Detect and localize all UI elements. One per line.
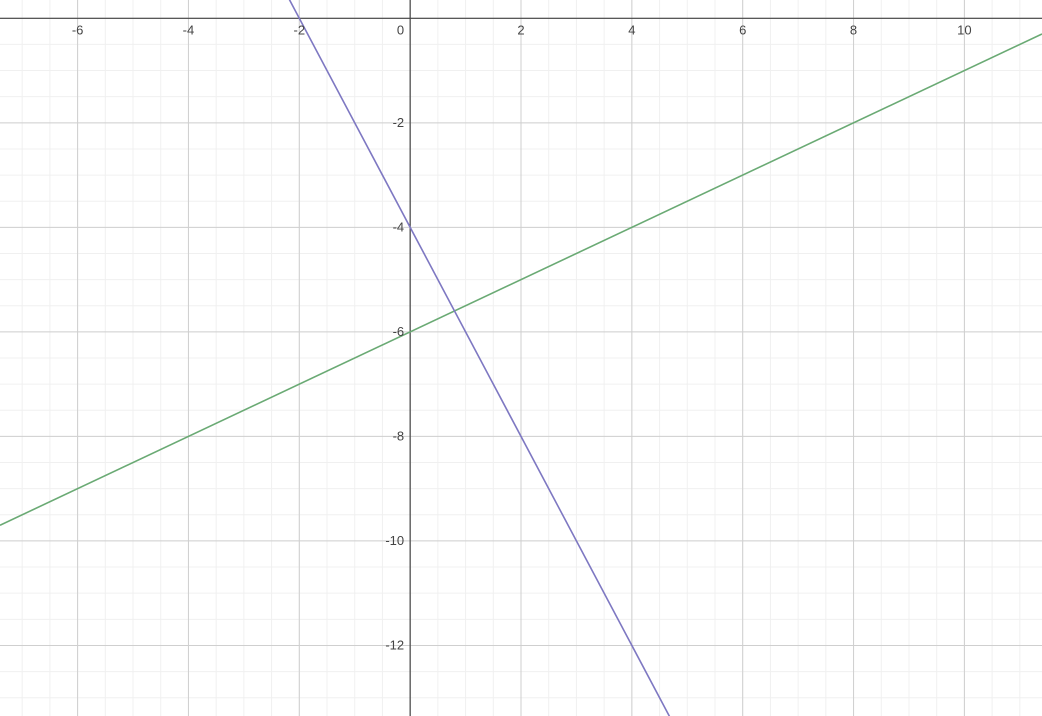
x-tick-label: 8 — [850, 22, 857, 37]
y-tick-label: -12 — [385, 637, 404, 652]
y-tick-label: -8 — [393, 428, 405, 443]
x-tick-label: 2 — [517, 22, 524, 37]
y-tick-label: -2 — [393, 115, 405, 130]
x-tick-label: 10 — [957, 22, 971, 37]
x-tick-label: 6 — [739, 22, 746, 37]
x-tick-label: -4 — [183, 22, 195, 37]
x-tick-label: 4 — [628, 22, 635, 37]
y-tick-label: -4 — [393, 219, 405, 234]
x-tick-label: 0 — [397, 22, 404, 37]
coordinate-plane-chart: -6 -4 -2 0 2 4 6 8 10 -2 -4 -6 -8 -10 -12 — [0, 0, 1042, 716]
chart-svg: -6 -4 -2 0 2 4 6 8 10 -2 -4 -6 -8 -10 -12 — [0, 0, 1042, 716]
y-tick-label: -6 — [393, 324, 405, 339]
y-tick-label: -10 — [385, 533, 404, 548]
x-tick-label: -2 — [294, 22, 306, 37]
x-tick-label: -6 — [72, 22, 84, 37]
